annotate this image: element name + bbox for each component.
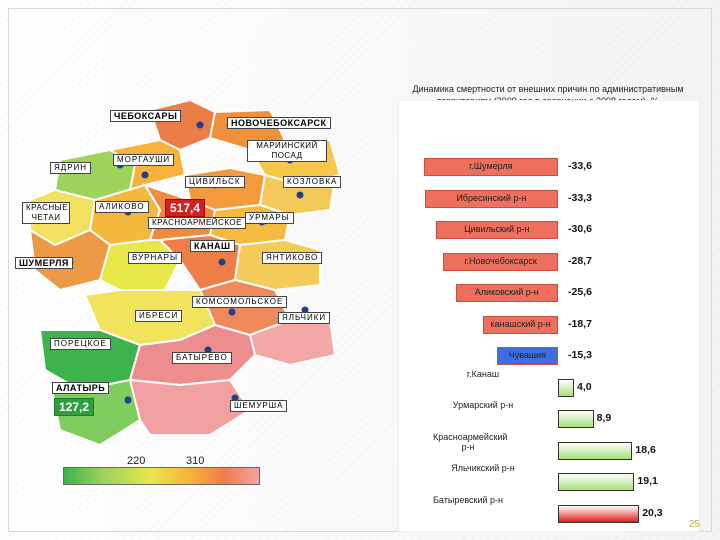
category-label: канашский р-н (490, 318, 551, 329)
value-label: -25,6 (568, 286, 592, 298)
district-label: БАТЫРЕВО (172, 352, 232, 364)
bar-1 (424, 189, 558, 208)
category-label: г.Новочебоксарск (464, 255, 537, 266)
district-label: НОВОЧЕБОКСАРСК (227, 117, 331, 129)
bar-11 (558, 504, 640, 523)
bar-3 (443, 252, 558, 271)
district-label: ЯДРИН (50, 162, 92, 174)
bar-2 (435, 221, 558, 239)
value-label: -28,7 (568, 254, 592, 267)
value-label: -30,6 (568, 223, 592, 235)
district-label: ЦИВИЛЬСК (185, 176, 245, 188)
value-label: 8,9 (596, 412, 612, 424)
bar-0 (423, 158, 558, 176)
district-label: КАНАШ (190, 240, 235, 252)
bar-10 (558, 473, 635, 491)
value-label: -15,3 (568, 349, 592, 361)
district-label: ПОРЕЦКОЕ (50, 338, 111, 350)
category-label: г.Канаш (466, 368, 500, 379)
district-label: МАРИИНСКИЙ ПОСАД (247, 140, 327, 162)
district-label: ЯНТИКОВО (262, 252, 323, 264)
region-shemursha (128, 378, 252, 436)
value-label: -18,7 (568, 317, 592, 330)
bar-6 (496, 347, 558, 365)
slide-frame (8, 8, 712, 532)
category-label: Урмарский р-н (452, 400, 514, 410)
legend-tick: 310 (186, 455, 205, 467)
district-label: ИБРЕСИ (135, 310, 183, 322)
bar-4 (455, 284, 558, 302)
category-label: Цивильский р-н (464, 224, 530, 234)
category-label: Аликовский р-н (474, 287, 539, 297)
district-label: УРМАРЫ (245, 212, 294, 224)
category-label: Ибресинский р-н (456, 192, 527, 203)
value-label: -33,6 (568, 160, 592, 172)
district-label: ШУМЕРЛЯ (15, 257, 73, 269)
category-label: Яльчикский р-н (451, 463, 515, 473)
value-label: 19,1 (637, 475, 658, 487)
district-label: ЯЛЬЧИКИ (278, 312, 331, 324)
value-label: 20,3 (642, 506, 663, 519)
district-label: МОРГАУШИ (113, 154, 175, 166)
district-label: КРАСНОАРМЕЙСКОЕ (148, 217, 246, 229)
value-label: 18,6 (635, 443, 656, 456)
district-label: КОЗЛОВКА (283, 176, 342, 188)
category-label: Красноармейский р-н (433, 431, 508, 452)
district-label: ШЕМУРША (230, 400, 288, 412)
category-label: Чувашия (508, 350, 547, 360)
page-number: 25 (688, 519, 700, 530)
map-legend-scale (63, 467, 260, 485)
district-label: КОМСОМОЛЬСКОЕ (192, 296, 288, 308)
map-value-max: 517,4 (165, 199, 206, 217)
bar-9 (558, 441, 633, 460)
district-label: АЛИКОВО (95, 201, 149, 213)
district-label: ЧЕБОКСАРЫ (110, 110, 182, 122)
bar-5 (483, 315, 558, 334)
legend-tick: 220 (127, 455, 146, 467)
district-label: АЛАТЫРЬ (52, 382, 110, 394)
district-label: КРАСНЫЕ ЧЕТАИ (22, 202, 70, 224)
category-label: г.Шумерля (469, 161, 513, 171)
bar-8 (558, 410, 594, 428)
category-label: Батыревский р-н (433, 494, 503, 505)
map-value-min: 127,2 (54, 398, 95, 416)
district-label: ВУРНАРЫ (128, 252, 183, 264)
value-label: 4,0 (577, 380, 592, 393)
bar-7 (558, 378, 574, 397)
value-label: -33,3 (568, 191, 592, 204)
